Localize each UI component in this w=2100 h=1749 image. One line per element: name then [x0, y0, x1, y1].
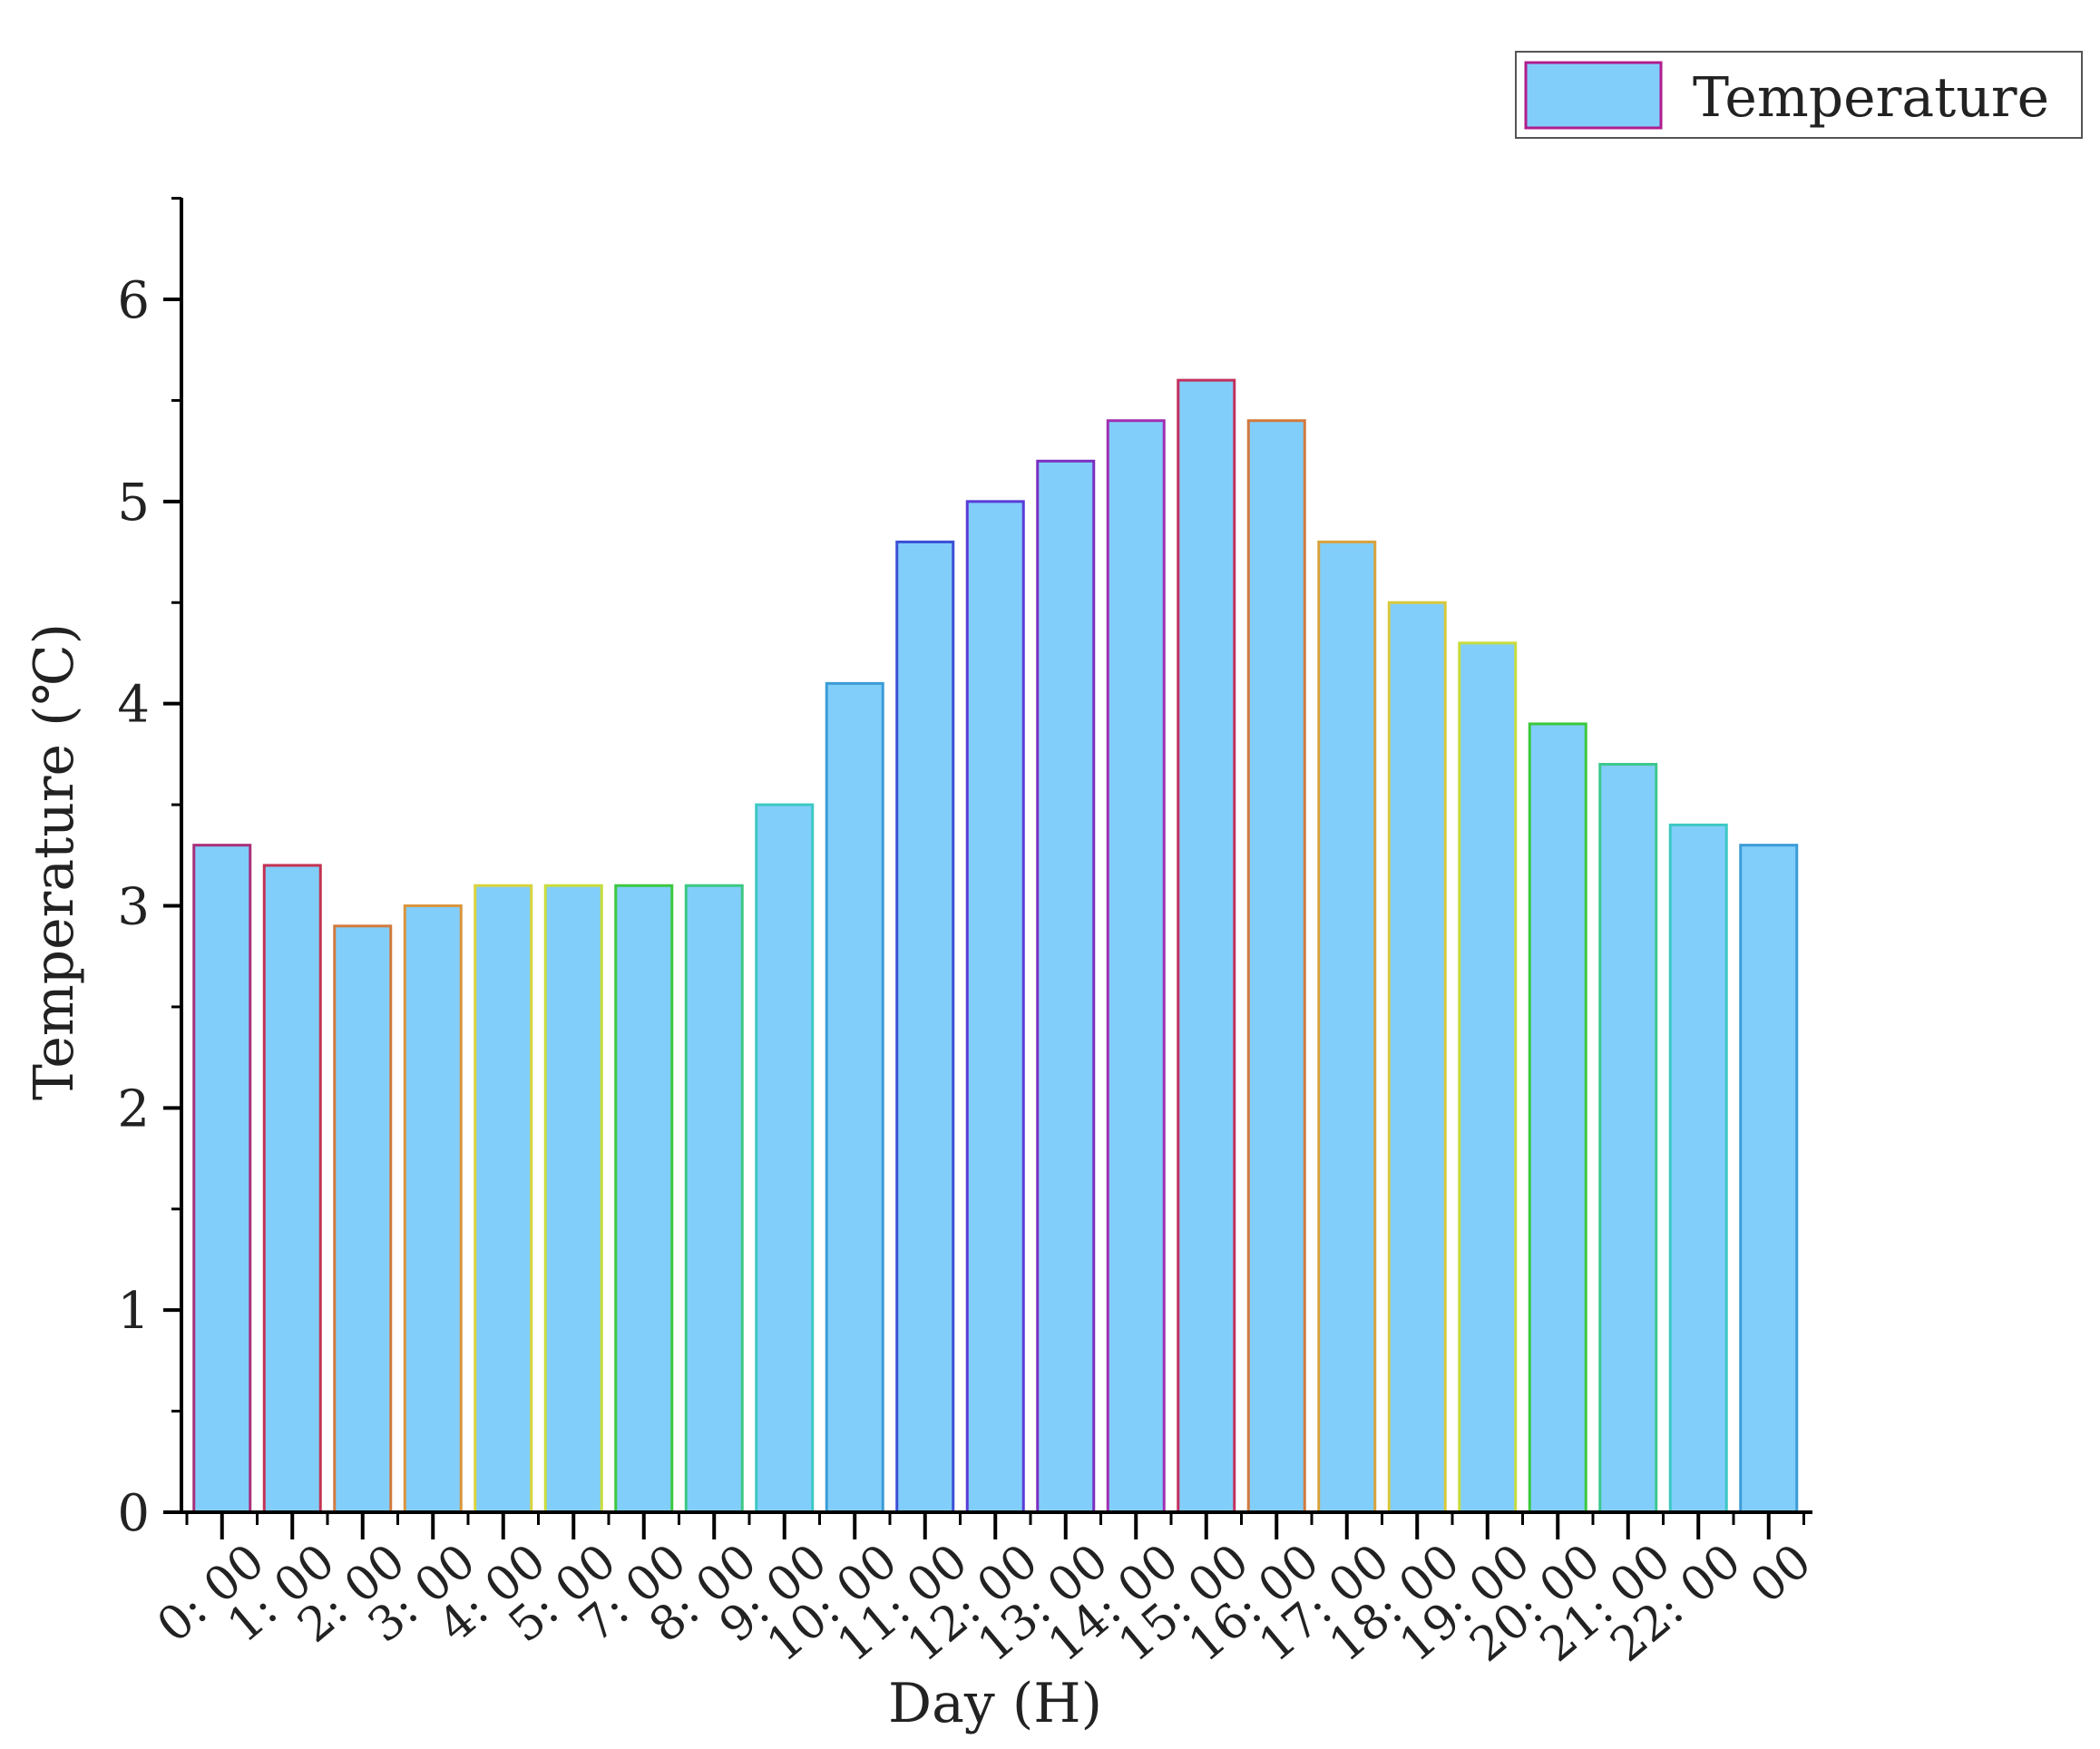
- bar: [1528, 722, 1587, 1514]
- bar: [1598, 763, 1658, 1514]
- bar: [1177, 378, 1236, 1514]
- bars-layer: [192, 378, 1799, 1514]
- y-tick-label: 6: [117, 271, 150, 330]
- bar: [1106, 419, 1166, 1514]
- bar: [333, 924, 393, 1514]
- legend: Temperature: [1515, 51, 2083, 139]
- legend-swatch: [1524, 61, 1663, 130]
- y-tick-label: 0: [117, 1484, 150, 1543]
- bar: [755, 803, 815, 1514]
- bar: [614, 884, 674, 1514]
- bar: [895, 540, 955, 1514]
- y-tick-label: 4: [117, 676, 150, 735]
- bar: [192, 844, 252, 1514]
- bar: [1317, 540, 1377, 1514]
- x-axis: 0: 001: 002: 003: 004: 005: 007: 008: 00…: [147, 1510, 1822, 1673]
- bar: [474, 884, 533, 1514]
- bar: [1387, 601, 1447, 1514]
- bar: [1246, 419, 1306, 1514]
- y-axis: 0 1 2 3 4 5 6: [117, 197, 183, 1543]
- bar: [965, 500, 1025, 1514]
- y-tick-label: 3: [117, 878, 150, 937]
- bar: [1739, 844, 1799, 1514]
- bar: [1668, 823, 1728, 1514]
- bar: [684, 884, 744, 1514]
- bar: [825, 681, 884, 1514]
- bar: [543, 884, 603, 1514]
- bar: [1458, 641, 1518, 1514]
- x-axis-title: Day (H): [888, 1672, 1102, 1735]
- y-tick-label: 2: [117, 1080, 150, 1138]
- bar: [403, 904, 463, 1514]
- y-axis-title: Temperature (℃): [23, 623, 86, 1100]
- y-tick-label: 5: [117, 474, 150, 533]
- bar: [1036, 459, 1096, 1514]
- y-tick-label: 1: [117, 1282, 150, 1341]
- legend-label: Temperature: [1693, 66, 2049, 130]
- x-tick-label: 00: [1741, 1534, 1822, 1614]
- bar: [262, 864, 322, 1514]
